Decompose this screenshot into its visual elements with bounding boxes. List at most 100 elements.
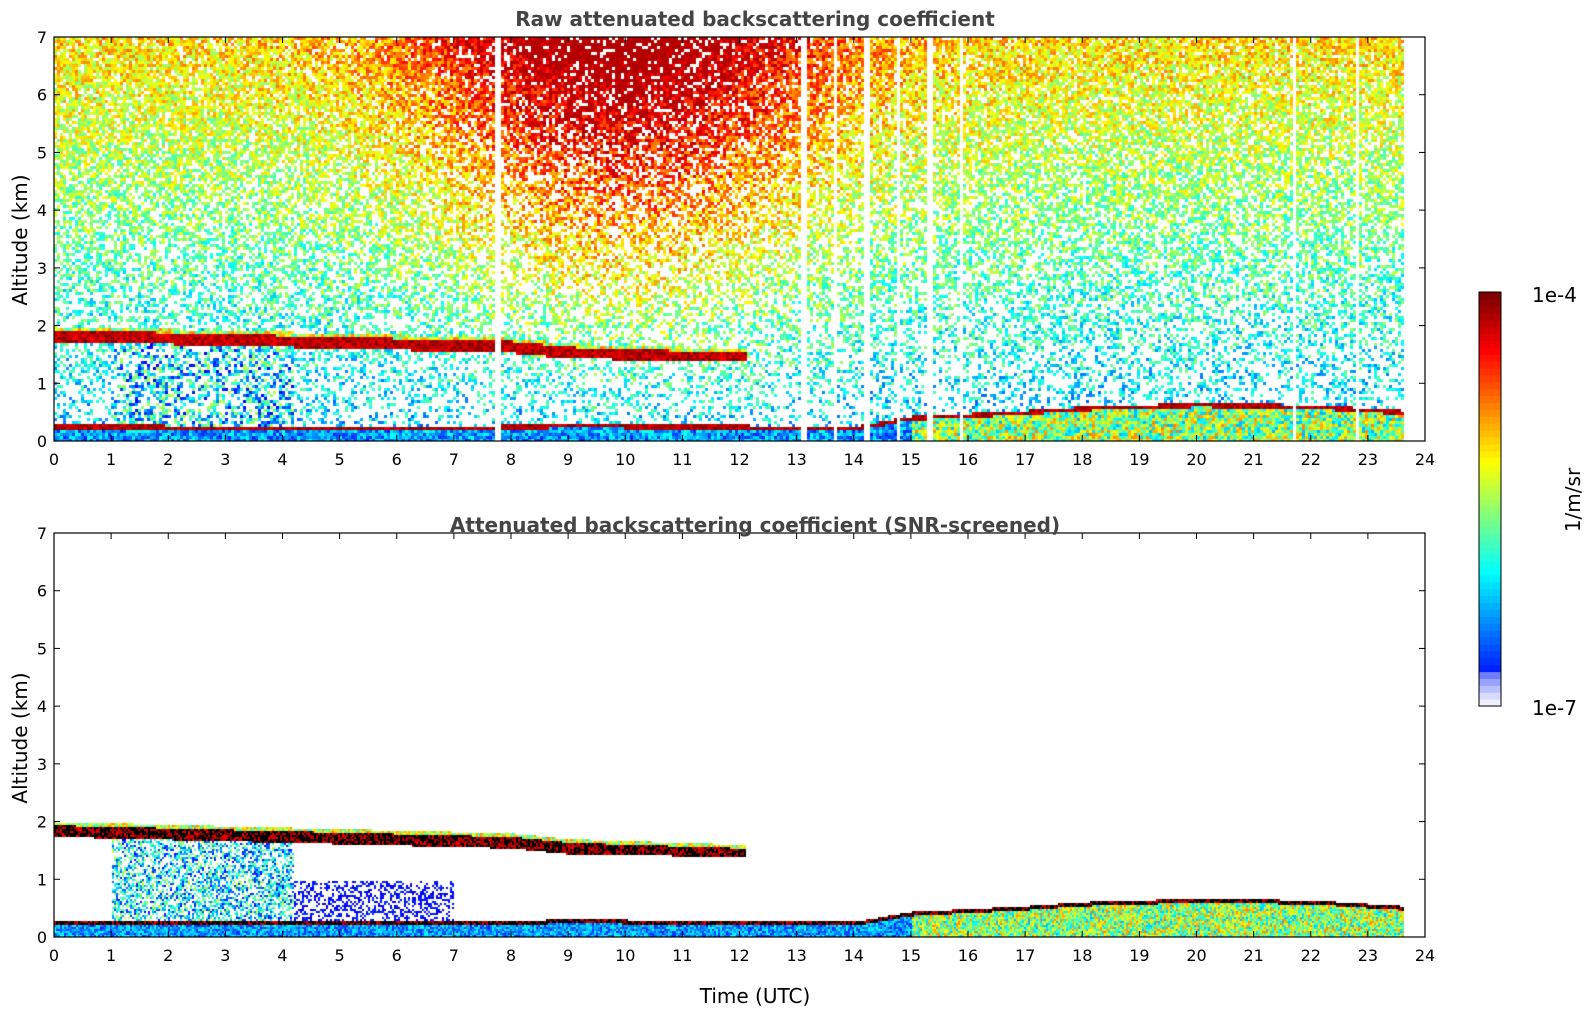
- x-tick-label: 3: [220, 450, 230, 469]
- colorbar-segment: [1479, 595, 1501, 604]
- colorbar-segment: [1479, 547, 1501, 555]
- colorbar-segment: [1479, 471, 1501, 479]
- colorbar-segment: [1479, 657, 1501, 666]
- colorbar-segment: [1479, 685, 1501, 693]
- x-tick-label: 8: [506, 450, 516, 469]
- raw-ylabel: Altitude (km): [8, 174, 32, 306]
- colorbar-segment: [1479, 464, 1501, 472]
- colorbar-segment: [1479, 430, 1501, 438]
- x-tick-label: 18: [1072, 450, 1092, 469]
- x-tick-label: 23: [1358, 946, 1378, 965]
- colorbar-segment: [1479, 630, 1501, 638]
- y-tick-label: 4: [37, 201, 47, 220]
- x-tick-label: 1: [106, 946, 116, 965]
- colorbar-segment: [1479, 602, 1501, 610]
- colorbar-segment: [1479, 671, 1501, 679]
- x-tick-label: 17: [1015, 946, 1035, 965]
- colorbar-segment: [1479, 699, 1501, 707]
- x-tick-label: 0: [49, 450, 59, 469]
- y-tick-label: 6: [37, 582, 47, 601]
- x-tick-label: 12: [729, 946, 749, 965]
- colorbar-segment: [1479, 554, 1501, 562]
- x-tick-label: 0: [49, 946, 59, 965]
- x-tick-label: 9: [563, 450, 573, 469]
- colorbar-segment: [1479, 436, 1501, 445]
- colorbar-segment: [1479, 388, 1501, 397]
- x-tick-label: 10: [615, 450, 635, 469]
- x-tick-label: 9: [563, 946, 573, 965]
- x-tick-label: 13: [786, 450, 806, 469]
- colorbar-segment: [1479, 402, 1501, 410]
- x-tick-label: 13: [786, 946, 806, 965]
- colorbar-segment: [1479, 478, 1501, 486]
- x-tick-label: 16: [958, 946, 978, 965]
- x-tick-label: 10: [615, 946, 635, 965]
- colorbar-frame: [1478, 291, 1502, 707]
- x-axis-label: Time (UTC): [699, 984, 811, 1008]
- colorbar-segment: [1479, 574, 1501, 583]
- y-tick-label: 7: [37, 28, 47, 47]
- x-tick-label: 17: [1015, 450, 1035, 469]
- colorbar-segment: [1479, 499, 1501, 507]
- colorbar-segment: [1479, 637, 1501, 645]
- colorbar-min-label: 1e-7: [1532, 696, 1577, 720]
- colorbar-segment: [1479, 519, 1501, 528]
- colorbar-segment: [1479, 643, 1501, 652]
- y-tick-label: 3: [37, 259, 47, 278]
- colorbar-segment: [1479, 609, 1501, 617]
- colorbar-segment: [1479, 305, 1501, 314]
- x-tick-label: 11: [672, 450, 692, 469]
- colorbar-segment: [1479, 367, 1501, 376]
- panel-raw: 0 1 2 3 4 5 6 7 8 9 10 11 12 13 14 15 16 17 18 19 20 21 22 23 24…: [37, 28, 1435, 469]
- colorbar-segment: [1479, 333, 1501, 341]
- x-tick-label: 14: [844, 946, 864, 965]
- colorbar-segment: [1479, 340, 1501, 348]
- x-tick-label: 11: [672, 946, 692, 965]
- colorbar-segment: [1479, 381, 1501, 390]
- x-tick-label: 7: [449, 946, 459, 965]
- colorbar-segment: [1479, 292, 1501, 300]
- colorbar-segment: [1479, 533, 1501, 541]
- colorbar-segment: [1479, 616, 1501, 624]
- x-tick-label: 21: [1243, 450, 1263, 469]
- y-tick-label: 1: [37, 374, 47, 393]
- colorbar-segment: [1479, 443, 1501, 452]
- colorbar-segment: [1479, 416, 1501, 424]
- y-tick-label: 7: [37, 524, 47, 543]
- y-tick-label: 2: [37, 317, 47, 336]
- x-tick-label: 21: [1243, 946, 1263, 965]
- colorbar-segment: [1479, 354, 1501, 362]
- colorbar-segment: [1479, 581, 1501, 590]
- snr-ylabel: Altitude (km): [8, 672, 32, 804]
- y-tick-label: 0: [37, 928, 47, 947]
- x-tick-label: 4: [277, 450, 287, 469]
- snr-panel-title: Attenuated backscattering coefficient (S…: [449, 513, 1061, 537]
- x-tick-label: 23: [1358, 450, 1378, 469]
- colorbar-segment: [1479, 492, 1501, 500]
- colorbar-segment: [1479, 650, 1501, 659]
- y-tick-label: 5: [37, 639, 47, 658]
- y-tick-label: 6: [37, 86, 47, 105]
- x-tick-label: 18: [1072, 946, 1092, 965]
- heatmap-image: [54, 533, 1425, 937]
- x-tick-label: 12: [729, 450, 749, 469]
- colorbar-segment: [1479, 450, 1501, 459]
- colorbar-segment: [1479, 423, 1501, 431]
- colorbar-unit-label: 1/m/sr: [1561, 467, 1585, 533]
- heatmap-canvas: [54, 533, 1425, 937]
- x-tick-label: 16: [958, 450, 978, 469]
- colorbar-segment: [1479, 347, 1501, 355]
- x-tick-label: 5: [335, 450, 345, 469]
- x-tick-label: 8: [506, 946, 516, 965]
- colorbar-segment: [1479, 319, 1501, 328]
- x-tick-label: 14: [844, 450, 864, 469]
- y-tick-label: 1: [37, 870, 47, 889]
- x-tick-label: 6: [392, 946, 402, 965]
- raw-panel-title: Raw attenuated backscattering coefficien…: [515, 7, 995, 31]
- colorbar-segment: [1479, 568, 1501, 576]
- x-tick-label: 24: [1415, 946, 1435, 965]
- x-tick-label: 19: [1129, 946, 1149, 965]
- x-tick-label: 15: [901, 450, 921, 469]
- colorbar-segment: [1479, 664, 1501, 673]
